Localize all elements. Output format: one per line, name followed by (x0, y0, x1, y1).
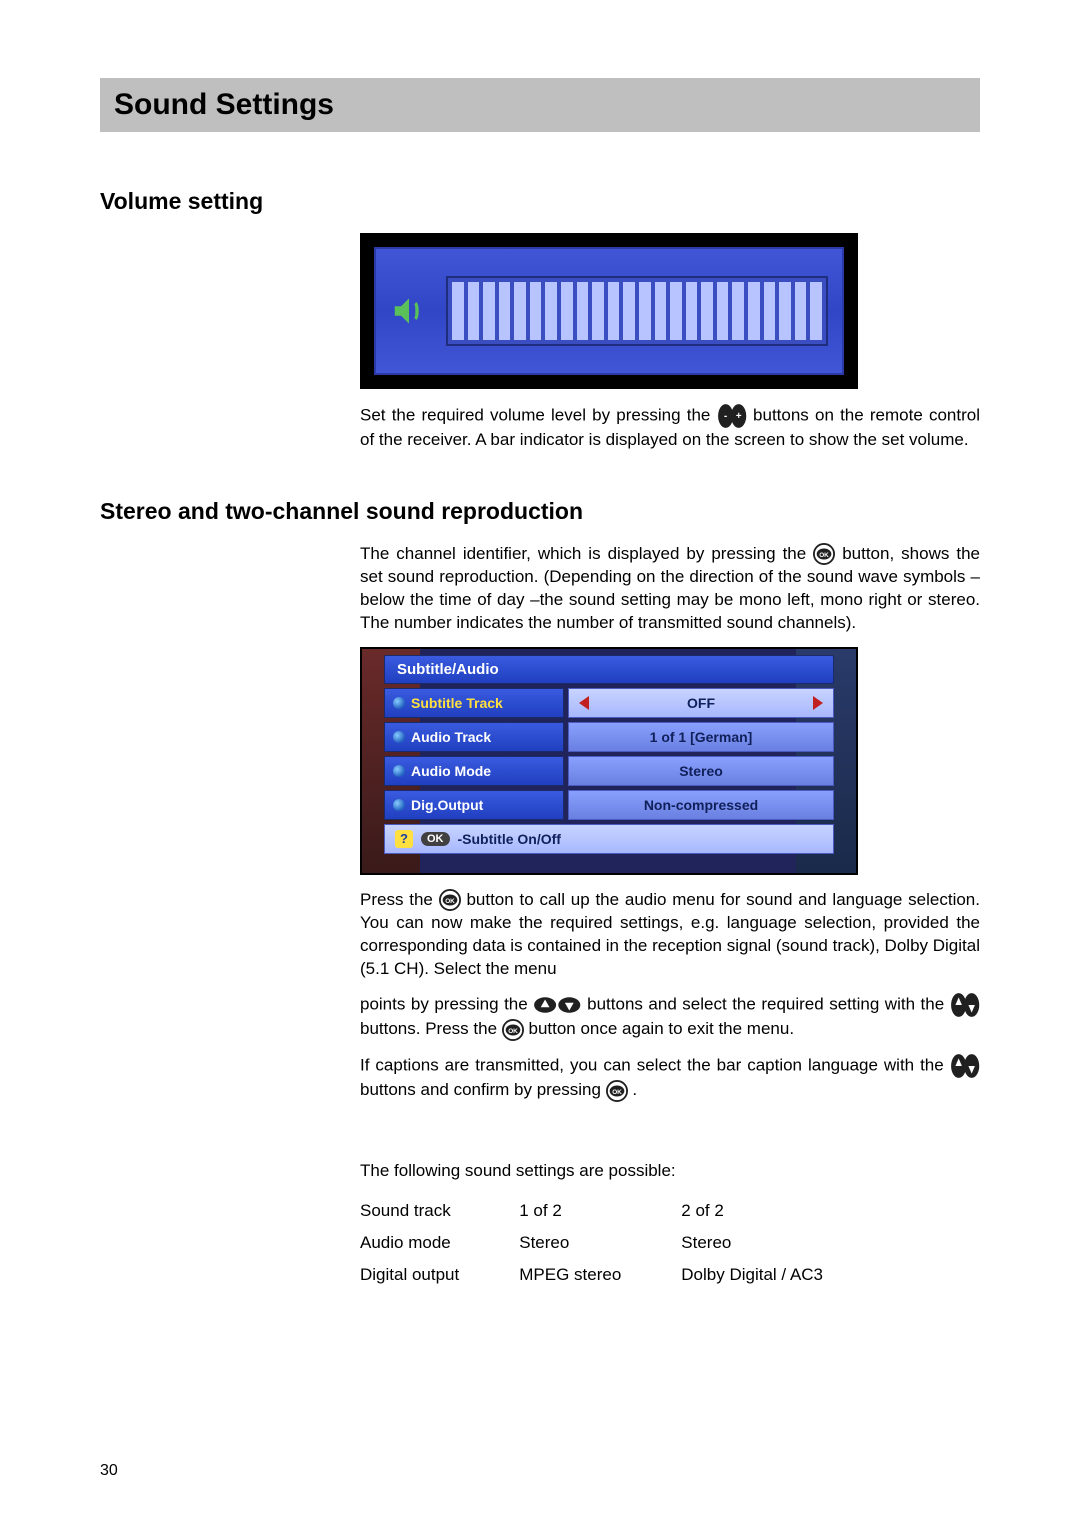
speaker-icon (390, 292, 428, 330)
menu-row-value: Stereo (568, 756, 834, 786)
menu-header: Subtitle/Audio (384, 655, 834, 684)
settings-table: Sound track1 of 22 of 2Audio modeStereoS… (360, 1195, 883, 1291)
menu-footer: ? OK -Subtitle On/Off (384, 824, 834, 854)
text: button once again to exit the menu. (528, 1019, 794, 1038)
table-cell: Digital output (360, 1259, 519, 1291)
section-heading-volume: Volume setting (100, 188, 980, 215)
text: Press the (360, 890, 439, 909)
text: Set the required volume level by pressin… (360, 405, 717, 424)
menu-row-label: Dig.Output (384, 790, 564, 820)
table-cell: 1 of 2 (519, 1195, 681, 1227)
table-cell: Dolby Digital / AC3 (681, 1259, 883, 1291)
table-cell: Stereo (519, 1227, 681, 1259)
volume-buttons-icon (950, 1053, 980, 1079)
svg-text:OK: OK (508, 1028, 518, 1035)
menu-row: Subtitle TrackOFF (384, 688, 834, 718)
audio-menu-screenshot: Subtitle/Audio Subtitle TrackOFFAudio Tr… (360, 647, 858, 875)
menu-row-label: Audio Mode (384, 756, 564, 786)
section-heading-stereo: Stereo and two-channel sound reproductio… (100, 498, 980, 525)
up-down-buttons-icon (533, 994, 581, 1016)
table-cell: Stereo (681, 1227, 883, 1259)
text: buttons and select the required setting … (587, 995, 950, 1014)
stereo-p1: The channel identifier, which is display… (360, 543, 980, 635)
table-row: Sound track1 of 22 of 2 (360, 1195, 883, 1227)
table-row: Digital outputMPEG stereoDolby Digital /… (360, 1259, 883, 1291)
volume-buttons-icon: -+ (717, 403, 747, 429)
svg-text:OK: OK (445, 898, 455, 905)
menu-row-value: 1 of 1 [German] (568, 722, 834, 752)
text: The channel identifier, which is display… (360, 544, 813, 563)
manual-page: Sound Settings Volume setting Set the re… (0, 0, 1080, 1331)
title-bar: Sound Settings (100, 78, 980, 132)
svg-text:-: - (724, 411, 727, 422)
menu-row-label: Audio Track (384, 722, 564, 752)
volume-bar-screenshot (360, 233, 858, 389)
stereo-p4: If captions are transmitted, you can sel… (360, 1053, 980, 1102)
volume-osd-panel (374, 247, 844, 375)
text: points by pressing the (360, 995, 533, 1014)
volume-buttons-icon (950, 992, 980, 1018)
ok-badge: OK (421, 832, 450, 846)
volume-content: Set the required volume level by pressin… (360, 233, 980, 452)
table-cell: Sound track (360, 1195, 519, 1227)
text: . (632, 1080, 637, 1099)
help-icon: ? (395, 830, 413, 848)
text: buttons. Press the (360, 1019, 502, 1038)
volume-level-bars (446, 276, 828, 346)
table-intro: The following sound settings are possibl… (360, 1160, 980, 1183)
volume-paragraph: Set the required volume level by pressin… (360, 403, 980, 452)
stereo-p3: points by pressing the buttons and selec… (360, 992, 980, 1041)
svg-text:OK: OK (819, 552, 829, 559)
svg-text:OK: OK (612, 1089, 622, 1096)
menu-row-value: Non-compressed (568, 790, 834, 820)
table-cell: Audio mode (360, 1227, 519, 1259)
table-cell: MPEG stereo (519, 1259, 681, 1291)
page-title: Sound Settings (114, 88, 966, 122)
table-row: Audio modeStereoStereo (360, 1227, 883, 1259)
ok-button-icon: OK (606, 1080, 628, 1102)
stereo-content: The channel identifier, which is display… (360, 543, 980, 1291)
table-cell: 2 of 2 (681, 1195, 883, 1227)
stereo-p2: Press the OK button to call up the audio… (360, 889, 980, 981)
svg-text:+: + (735, 411, 741, 422)
ok-button-icon: OK (502, 1019, 524, 1041)
menu-row: Audio ModeStereo (384, 756, 834, 786)
menu-row-label: Subtitle Track (384, 688, 564, 718)
ok-button-icon: OK (813, 543, 835, 565)
menu-row: Audio Track1 of 1 [German] (384, 722, 834, 752)
menu-row-value: OFF (568, 688, 834, 718)
text: If captions are transmitted, you can sel… (360, 1056, 950, 1075)
page-number: 30 (100, 1462, 118, 1480)
menu-row: Dig.OutputNon-compressed (384, 790, 834, 820)
text: buttons and confirm by pressing (360, 1080, 606, 1099)
menu-footer-text: -Subtitle On/Off (458, 831, 561, 847)
ok-button-icon: OK (439, 889, 461, 911)
